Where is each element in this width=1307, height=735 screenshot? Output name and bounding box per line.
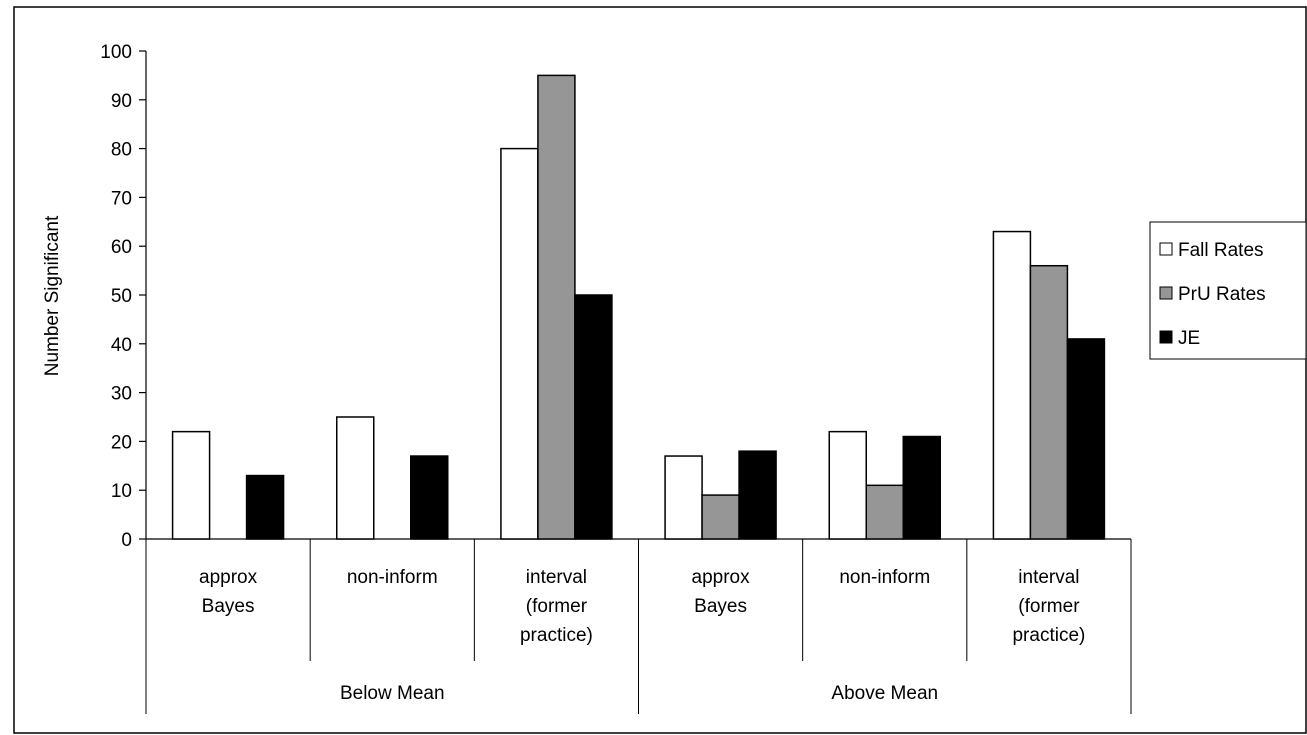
bar-fall-rates bbox=[992, 230, 1032, 540]
legend-box bbox=[1149, 221, 1307, 360]
bar-je bbox=[410, 455, 449, 540]
bars bbox=[171, 74, 1106, 540]
bar-je bbox=[245, 474, 285, 540]
y-tick-label: 80 bbox=[111, 140, 132, 161]
legend-label-fall-rates: Fall Rates bbox=[1178, 240, 1264, 261]
y-tick-label: 100 bbox=[100, 42, 132, 63]
category-label: non-inform bbox=[839, 567, 930, 588]
y-tick-label: 60 bbox=[111, 237, 132, 258]
category-label: interval bbox=[1018, 567, 1079, 588]
legend-swatch-je bbox=[1159, 330, 1173, 344]
category-label: approx bbox=[692, 567, 751, 588]
bar-je bbox=[902, 435, 941, 540]
y-tick-label: 10 bbox=[111, 481, 132, 502]
category-label: (former bbox=[1018, 596, 1080, 617]
bar-pru-rates bbox=[537, 74, 576, 540]
bar-pru-rates bbox=[865, 484, 904, 540]
y-tick-label: 40 bbox=[111, 335, 132, 356]
bar-je bbox=[1066, 338, 1106, 540]
category-label: Bayes bbox=[202, 596, 255, 617]
category-label: approx bbox=[199, 567, 258, 588]
legend-label-pru-rates: PrU Rates bbox=[1178, 284, 1266, 305]
category-label: Bayes bbox=[694, 596, 747, 617]
y-tick-label: 20 bbox=[111, 432, 132, 453]
group-label: Above Mean bbox=[831, 683, 938, 704]
bar-pru-rates bbox=[1029, 264, 1069, 540]
y-tick-label: 70 bbox=[111, 188, 132, 209]
legend-label-je: JE bbox=[1178, 328, 1200, 349]
category-label: (former bbox=[526, 596, 588, 617]
legend-swatch-fall-rates bbox=[1159, 242, 1173, 256]
bar-je bbox=[738, 450, 777, 540]
category-label: interval bbox=[526, 567, 587, 588]
legend: Fall Rates PrU Rates JE bbox=[1149, 221, 1307, 360]
legend-swatch-pru-rates bbox=[1159, 286, 1173, 300]
bar-je bbox=[574, 294, 613, 540]
y-axis-title: Number Significant bbox=[42, 215, 63, 376]
y-tick-label: 0 bbox=[121, 530, 132, 551]
category-label: non-inform bbox=[347, 567, 438, 588]
bar-fall-rates bbox=[171, 430, 211, 540]
group-label: Below Mean bbox=[340, 683, 445, 704]
category-label: practice) bbox=[520, 625, 593, 646]
bar-fall-rates bbox=[500, 147, 539, 540]
bar-pru-rates bbox=[701, 494, 740, 540]
x-axis: approx Bayes non-inform interval (former prac… bbox=[145, 538, 1132, 714]
bar-fall-rates bbox=[828, 430, 867, 540]
bar-fall-rates bbox=[336, 416, 375, 540]
y-tick-label: 30 bbox=[111, 384, 132, 405]
bar-fall-rates bbox=[664, 455, 703, 540]
y-tick-label: 50 bbox=[111, 286, 132, 307]
category-label: practice) bbox=[1012, 625, 1085, 646]
y-tick-label: 90 bbox=[111, 91, 132, 112]
y-axis: 0 10 20 30 40 50 60 70 80 90 100 bbox=[100, 42, 147, 551]
chart-border bbox=[13, 6, 1307, 734]
